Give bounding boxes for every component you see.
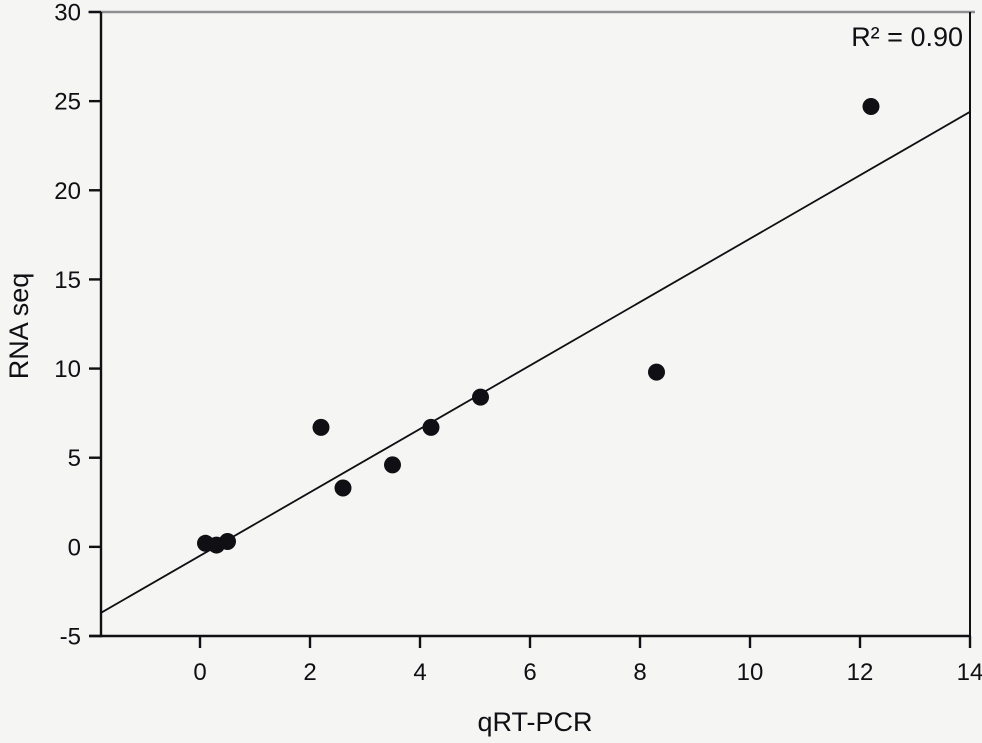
data-point xyxy=(312,418,330,436)
x-axis-tick-label: 4 xyxy=(413,659,426,686)
x-axis-tick-label: 10 xyxy=(737,659,764,686)
data-point xyxy=(648,363,665,381)
x-axis-tick-label: 6 xyxy=(523,659,536,686)
data-point xyxy=(422,418,440,436)
y-axis-tick-label: 15 xyxy=(54,267,81,294)
x-axis-tick-label: 8 xyxy=(633,659,646,686)
x-axis-tick-label: 2 xyxy=(303,659,316,686)
x-axis-tick-label: 14 xyxy=(957,659,982,686)
plot-render-layer: 0 2 4 6 8 10 12 14 -5 0 5 10 15 20 25 30 xyxy=(54,0,982,686)
data-point xyxy=(472,388,489,406)
y-axis-title: RNA seq xyxy=(4,273,34,380)
y-axis-tick-label: 25 xyxy=(54,89,81,116)
y-axis-tick-label: 20 xyxy=(54,178,81,205)
y-axis-tick-label: -5 xyxy=(60,624,81,651)
x-axis-title: qRT-PCR xyxy=(477,707,592,737)
data-point xyxy=(219,533,236,551)
regression-line xyxy=(100,111,971,614)
y-axis-tick-label: 30 xyxy=(54,0,81,27)
y-axis-tick-label: 10 xyxy=(54,356,81,383)
data-point xyxy=(334,479,352,497)
data-point xyxy=(384,456,401,474)
data-point xyxy=(862,97,880,115)
y-axis-tick-label: 0 xyxy=(68,534,81,561)
x-axis-tick-label: 12 xyxy=(847,659,874,686)
y-axis-tick-label: 5 xyxy=(68,445,81,472)
r-squared-annotation: R² = 0.90 xyxy=(851,22,963,52)
x-axis-tick-label: 0 xyxy=(193,659,206,686)
